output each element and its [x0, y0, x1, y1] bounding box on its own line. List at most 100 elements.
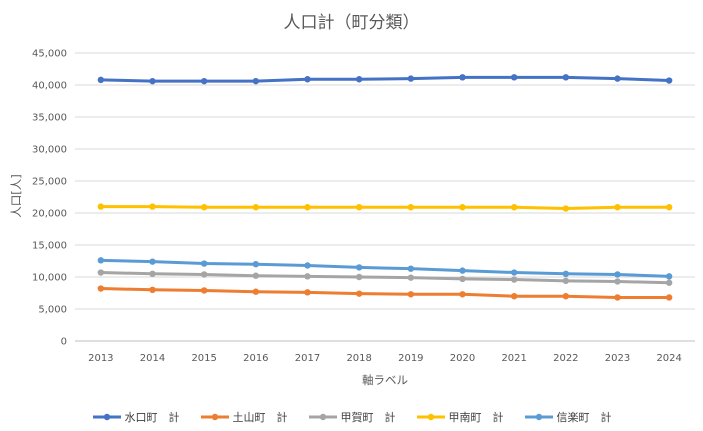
series-lines	[97, 74, 673, 301]
x-axis-title: 軸ラベル	[362, 373, 408, 387]
data-point	[665, 204, 673, 211]
series-line	[99, 258, 671, 278]
data-point	[200, 287, 208, 294]
x-axis-ticks: 2013 2014 2015 2016 2017 2018 2019 2020 2021 2022…	[88, 353, 682, 364]
data-point	[510, 269, 518, 276]
data-point	[459, 275, 466, 283]
legend-label: 信楽町 計	[556, 411, 612, 424]
y-tick-label: 40,000	[32, 81, 67, 92]
x-tick-label: 2016	[243, 353, 268, 364]
legend-swatch	[524, 413, 553, 421]
data-point	[614, 294, 621, 301]
data-point	[510, 293, 518, 300]
data-point	[562, 205, 570, 212]
series-line	[99, 75, 671, 83]
series-3	[97, 269, 673, 286]
data-point	[665, 273, 673, 280]
data-point	[407, 291, 415, 298]
data-point	[304, 289, 311, 296]
y-tick-label: 20,000	[32, 209, 67, 220]
data-point	[355, 264, 363, 271]
series-4	[97, 203, 673, 212]
legend-label: 甲賀町 計	[340, 411, 396, 424]
data-point	[149, 203, 156, 210]
data-point	[562, 293, 570, 300]
legend: 水口町 計 土山町 計 甲賀町 計 甲南町 計 信楽町 計	[0, 408, 703, 426]
y-axis-ticks: 0 5,000 10,000 15,000 20,000 25,000 30,000 35,0…	[32, 49, 67, 348]
y-tick-label: 45,000	[32, 49, 67, 60]
legend-item: 信楽町 計	[524, 408, 612, 426]
data-point	[149, 270, 156, 277]
x-tick-label: 2013	[88, 353, 113, 364]
data-point	[304, 262, 311, 269]
data-point	[149, 258, 156, 265]
data-point	[97, 203, 105, 210]
data-point	[97, 269, 105, 276]
legend-swatch	[200, 413, 229, 421]
data-point	[304, 204, 311, 211]
data-point	[562, 277, 570, 285]
series-line	[99, 287, 671, 299]
series-1	[97, 74, 673, 85]
y-tick-label: 0	[61, 337, 67, 348]
data-point	[614, 204, 621, 211]
y-tick-label: 25,000	[32, 177, 67, 188]
data-point	[200, 77, 208, 85]
x-tick-label: 2015	[191, 353, 216, 364]
data-point	[149, 286, 156, 293]
data-point	[252, 204, 260, 211]
data-point	[355, 204, 363, 211]
gridlines	[75, 52, 695, 342]
x-tick-label: 2014	[140, 353, 165, 364]
series-line	[99, 205, 671, 211]
data-point	[149, 77, 156, 85]
legend-label: 土山町 計	[232, 411, 288, 424]
data-point	[407, 204, 415, 211]
data-point	[355, 76, 363, 83]
data-point	[252, 261, 260, 268]
line-chart: 0 5,000 10,000 15,000 20,000 25,000 30,000 35,0…	[9, 49, 695, 387]
series-line	[99, 271, 671, 285]
data-point	[97, 76, 105, 84]
data-point	[614, 75, 621, 82]
data-point	[200, 271, 208, 278]
data-point	[304, 76, 311, 83]
legend-swatch	[308, 413, 337, 421]
x-tick-label: 2019	[398, 353, 423, 364]
y-axis-title: 人口[人]	[9, 174, 23, 217]
data-point	[459, 74, 466, 81]
data-point	[562, 270, 570, 277]
data-point	[665, 279, 673, 286]
series-2	[97, 285, 673, 301]
legend-swatch	[92, 413, 121, 421]
x-tick-label: 2017	[295, 353, 320, 364]
x-tick-label: 2021	[501, 353, 526, 364]
data-point	[614, 271, 621, 278]
data-point	[252, 272, 260, 279]
data-point	[304, 273, 311, 280]
x-tick-label: 2018	[346, 353, 371, 364]
data-point	[407, 274, 415, 281]
legend-label: 甲南町 計	[448, 411, 504, 424]
data-point	[459, 204, 466, 211]
data-point	[510, 74, 518, 81]
data-point	[562, 74, 570, 81]
data-point	[252, 77, 260, 85]
data-point	[355, 290, 363, 297]
data-point	[200, 204, 208, 211]
legend-swatch	[416, 413, 445, 421]
data-point	[200, 260, 208, 267]
data-point	[407, 265, 415, 272]
series-5	[97, 257, 673, 280]
y-tick-label: 5,000	[38, 305, 67, 316]
data-point	[510, 276, 518, 283]
data-point	[665, 294, 673, 301]
legend-item: 土山町 計	[200, 408, 288, 426]
legend-label: 水口町 計	[124, 411, 180, 424]
y-tick-label: 15,000	[32, 241, 67, 252]
data-point	[459, 267, 466, 274]
data-point	[97, 285, 105, 292]
y-tick-label: 35,000	[32, 113, 67, 124]
chart-title: 人口計（町分類）	[283, 13, 420, 33]
data-point	[97, 257, 105, 264]
